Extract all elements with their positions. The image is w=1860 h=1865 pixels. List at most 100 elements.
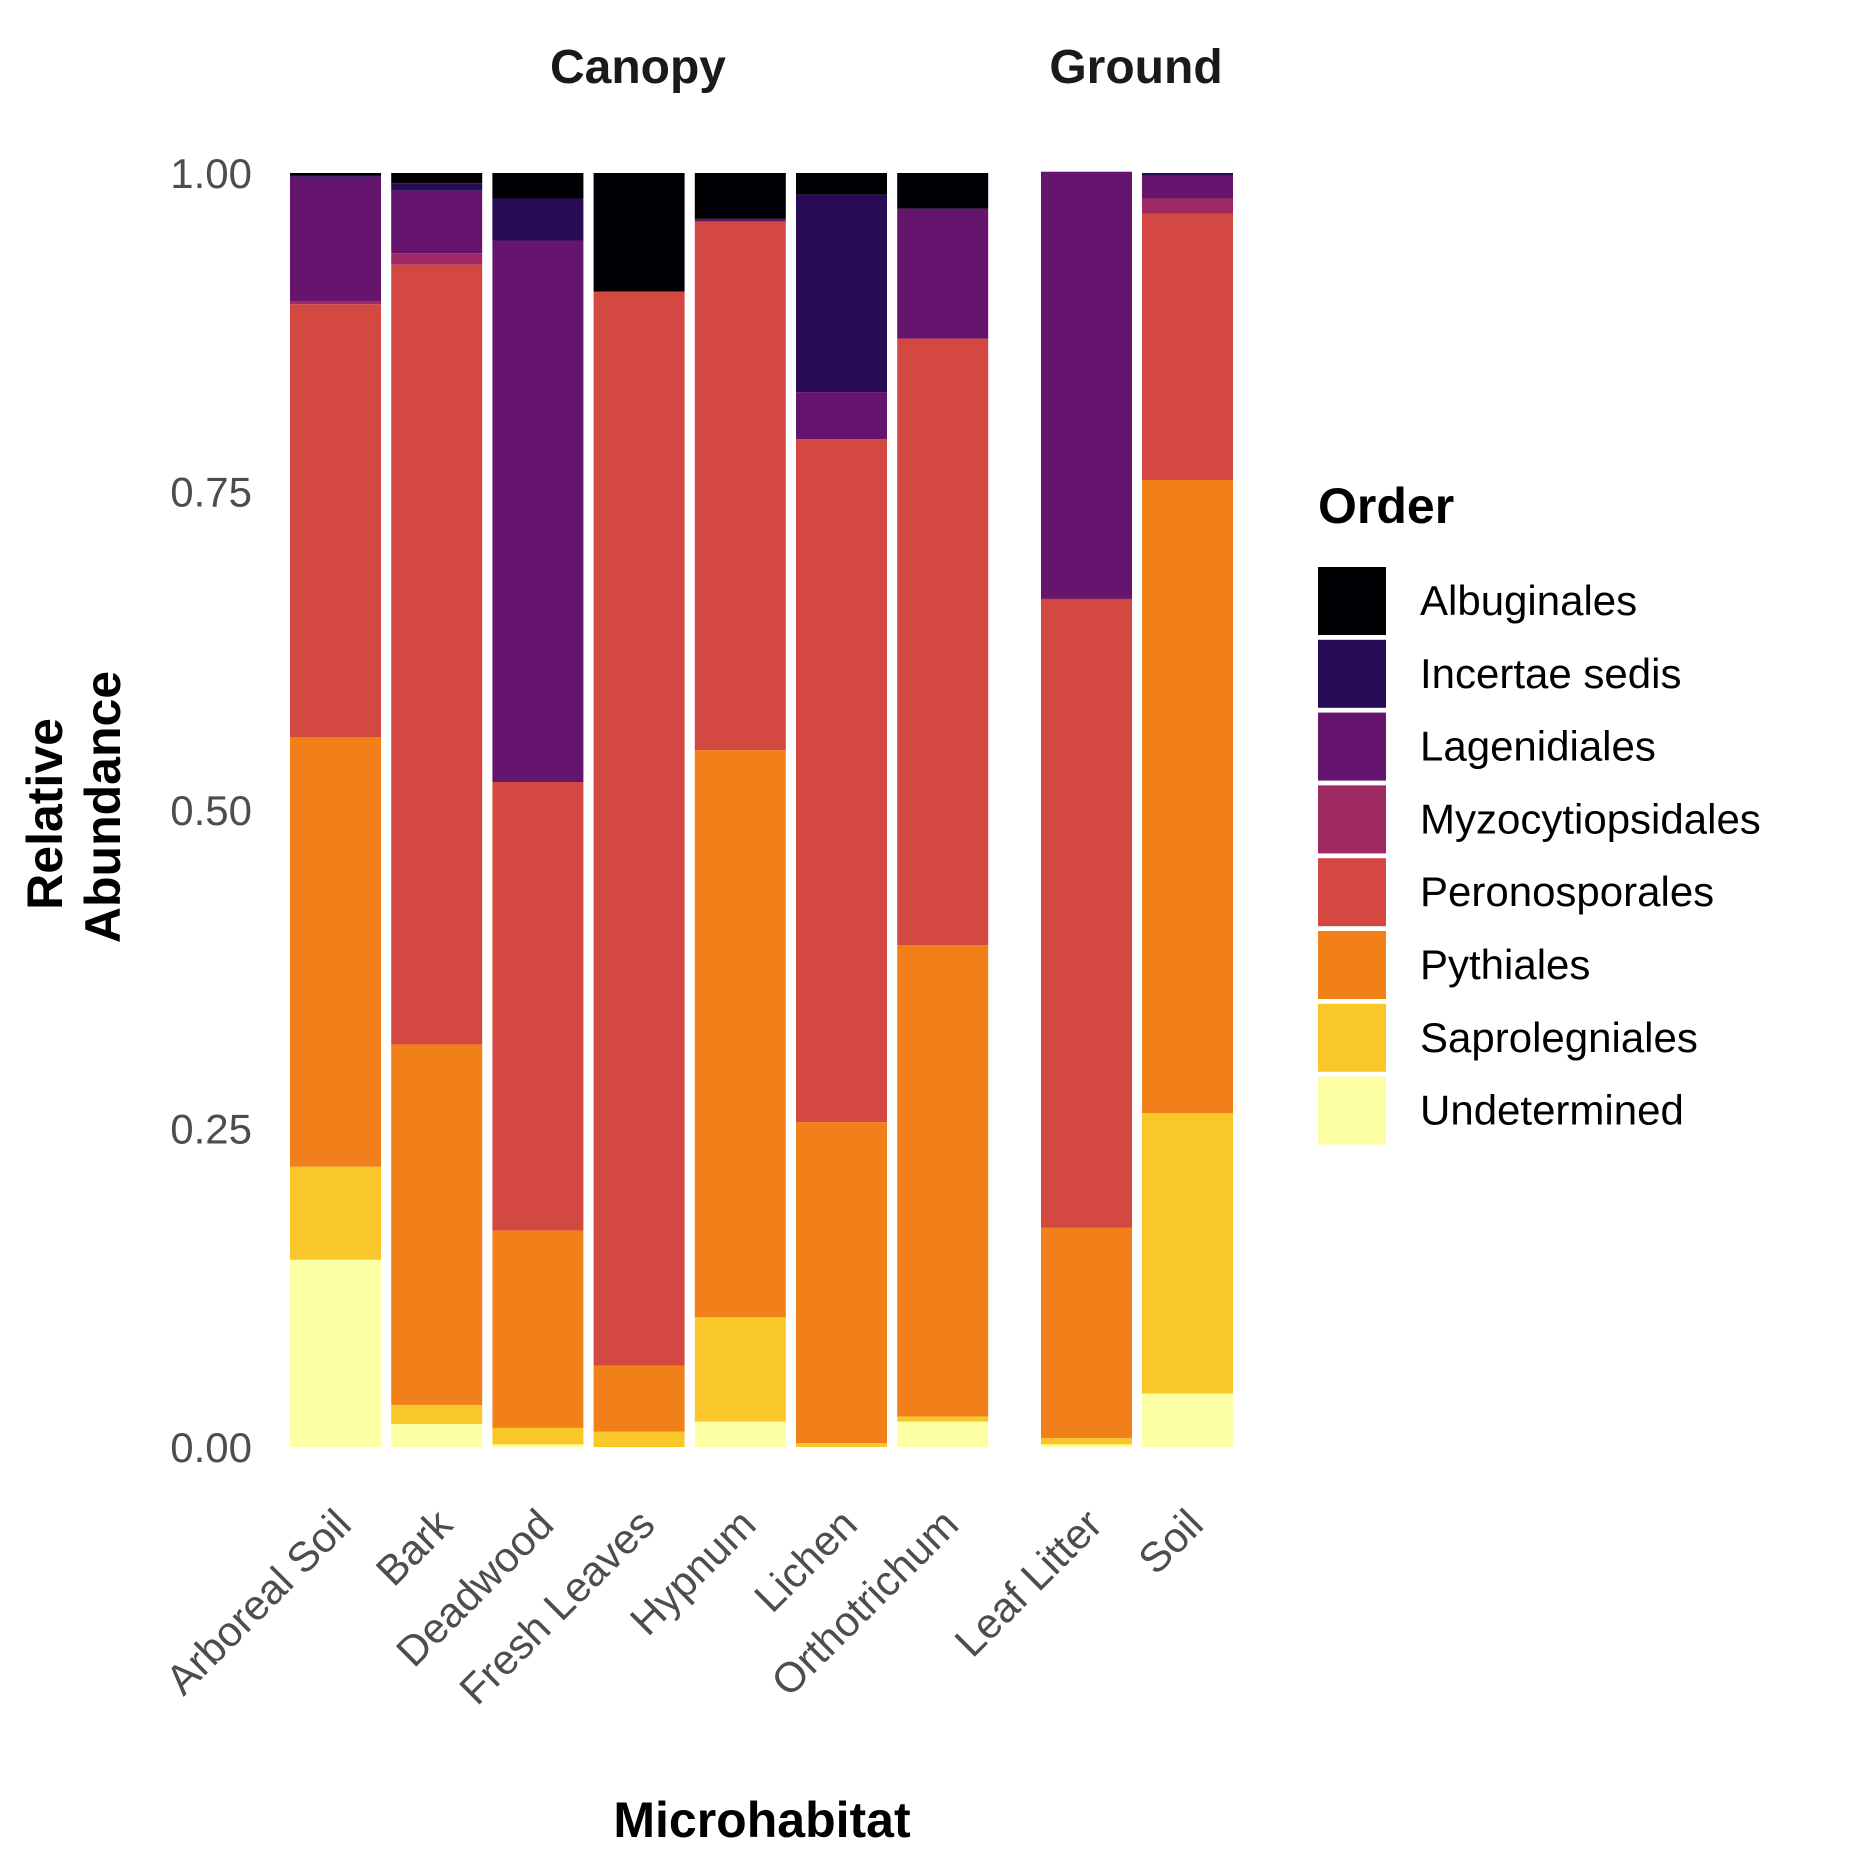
legend-item-albuginales: Albuginales <box>1318 567 1637 635</box>
bar-segment-lichen-pythiales <box>796 1122 887 1444</box>
bar-segment-orthotrichum-albuginales <box>897 173 989 209</box>
bar-segment-deadwood-incertae-sedis <box>492 198 584 241</box>
bar-segment-lichen-incertae-sedis <box>796 194 887 393</box>
legend-item-peronosporales: Peronosporales <box>1318 858 1714 927</box>
bar-segment-arboreal-soil-lagenidiales <box>290 176 381 302</box>
y-tick-label: 1.00 <box>170 150 252 197</box>
bar-segment-soil-undetermined <box>1142 1393 1233 1447</box>
legend-item-undetermined: Undetermined <box>1318 1076 1684 1145</box>
legend-label-albuginales: Albuginales <box>1420 577 1637 624</box>
bar-segment-bark-saprolegniales <box>391 1404 483 1425</box>
bar-segment-arboreal-soil-incertae-sedis <box>290 175 381 177</box>
bar-segment-leaf-litter-myzocytiopsidales <box>1041 598 1132 600</box>
legend-title: Order <box>1318 478 1454 534</box>
bar-segment-soil-pythiales <box>1142 480 1233 1114</box>
bar-segment-hypnum-undetermined <box>694 1421 786 1447</box>
legend-label-undetermined: Undetermined <box>1420 1087 1684 1134</box>
bar-segment-hypnum-albuginales <box>694 173 786 219</box>
legend: Order Albuginales Incertae sedis Lagenidia… <box>1318 478 1761 1145</box>
bars-layer <box>290 171 1233 1447</box>
bar-segment-hypnum-pythiales <box>694 750 786 1318</box>
bar-segment-bark-albuginales <box>391 173 483 184</box>
x-tick-label-arboreal-soil: Arboreal Soil <box>157 1500 360 1703</box>
x-axis-title: Microhabitat <box>613 1792 911 1848</box>
legend-swatch-undetermined <box>1318 1076 1386 1145</box>
y-axis: 0.00 0.25 0.50 0.75 1.00 <box>170 150 252 1471</box>
bar-segment-fresh-leaves-peronosporales <box>593 291 685 1366</box>
legend-swatch-lagenidiales <box>1318 712 1386 781</box>
bar-segment-lichen-albuginales <box>796 173 887 195</box>
bar-segment-lichen-peronosporales <box>796 439 887 1123</box>
bar-segment-bark-pythiales <box>391 1044 483 1405</box>
legend-label-incertae-sedis: Incertae sedis <box>1420 650 1681 697</box>
bar-bark <box>391 173 483 1447</box>
legend-swatch-pythiales <box>1318 931 1386 999</box>
bar-segment-orthotrichum-peronosporales <box>897 338 989 946</box>
bar-segment-leaf-litter-pythiales <box>1041 1227 1132 1439</box>
x-tick-label-leaf-litter: Leaf Litter <box>946 1500 1111 1665</box>
y-tick-label: 0.75 <box>170 469 252 516</box>
bar-leaf-litter <box>1041 171 1132 1447</box>
x-tick-label-soil: Soil <box>1129 1500 1212 1583</box>
bar-segment-arboreal-soil-myzocytiopsidales <box>290 301 381 305</box>
bar-soil <box>1142 173 1233 1447</box>
y-tick-label: 0.00 <box>170 1424 252 1471</box>
bar-segment-deadwood-undetermined <box>492 1444 584 1447</box>
bar-segment-soil-lagenidiales <box>1142 175 1233 199</box>
facet-title-canopy: Canopy <box>550 41 726 94</box>
legend-swatch-albuginales <box>1318 567 1386 635</box>
bar-segment-deadwood-saprolegniales <box>492 1427 584 1445</box>
legend-swatch-peronosporales <box>1318 858 1386 927</box>
bar-segment-deadwood-albuginales <box>492 173 584 199</box>
bar-segment-leaf-litter-peronosporales <box>1041 599 1132 1228</box>
legend-item-lagenidiales: Lagenidiales <box>1318 712 1656 781</box>
bar-segment-deadwood-lagenidiales <box>492 240 584 782</box>
legend-label-pythiales: Pythiales <box>1420 941 1590 988</box>
bar-lichen <box>796 173 887 1447</box>
bar-fresh-leaves <box>593 173 685 1447</box>
facet-title-ground: Ground <box>1049 41 1222 94</box>
bar-segment-bark-myzocytiopsidales <box>391 253 483 265</box>
bar-deadwood <box>492 173 584 1447</box>
y-axis-title-line-2: Abundance <box>75 671 131 943</box>
bar-segment-soil-saprolegniales <box>1142 1113 1233 1394</box>
bar-segment-lichen-saprolegniales <box>796 1443 887 1447</box>
bar-segment-orthotrichum-lagenidiales <box>897 208 989 339</box>
bar-segment-deadwood-pythiales <box>492 1230 584 1428</box>
legend-swatch-saprolegniales <box>1318 1003 1386 1072</box>
legend-swatch-myzocytiopsidales <box>1318 785 1386 854</box>
legend-label-lagenidiales: Lagenidiales <box>1420 723 1656 770</box>
bar-segment-arboreal-soil-albuginales <box>290 173 381 176</box>
bar-segment-hypnum-saprolegniales <box>694 1317 786 1422</box>
legend-swatch-incertae-sedis <box>1318 639 1386 708</box>
bar-segment-soil-incertae-sedis <box>1142 173 1233 176</box>
x-tick-label-bark: Bark <box>367 1499 462 1594</box>
bar-segment-lichen-lagenidiales <box>796 392 887 440</box>
bar-segment-arboreal-soil-peronosporales <box>290 304 381 738</box>
bar-segment-leaf-litter-undetermined <box>1041 1444 1132 1447</box>
bar-segment-arboreal-soil-saprolegniales <box>290 1166 381 1260</box>
bar-segment-orthotrichum-saprolegniales <box>897 1416 989 1422</box>
legend-label-peronosporales: Peronosporales <box>1420 868 1714 915</box>
y-axis-title: Relative Abundance <box>17 671 131 943</box>
legend-label-saprolegniales: Saprolegniales <box>1420 1014 1698 1061</box>
bar-hypnum <box>694 173 786 1447</box>
legend-item-incertae-sedis: Incertae sedis <box>1318 639 1681 708</box>
bar-segment-bark-incertae-sedis <box>391 183 483 191</box>
bar-segment-arboreal-soil-pythiales <box>290 737 381 1167</box>
bar-segment-bark-undetermined <box>391 1424 483 1447</box>
legend-item-pythiales: Pythiales <box>1318 931 1590 999</box>
legend-item-myzocytiopsidales: Myzocytiopsidales <box>1318 785 1761 854</box>
bar-segment-bark-lagenidiales <box>391 190 483 254</box>
bar-segment-soil-myzocytiopsidales <box>1142 198 1233 214</box>
bar-segment-deadwood-peronosporales <box>492 781 584 1231</box>
bar-arboreal-soil <box>290 173 381 1447</box>
bar-segment-fresh-leaves-saprolegniales <box>593 1431 685 1447</box>
bar-segment-bark-peronosporales <box>391 264 483 1045</box>
bar-segment-orthotrichum-pythiales <box>897 945 989 1417</box>
y-axis-title-line-1: Relative <box>17 718 73 910</box>
bar-segment-arboreal-soil-undetermined <box>290 1259 381 1447</box>
y-tick-label: 0.25 <box>170 1106 252 1153</box>
